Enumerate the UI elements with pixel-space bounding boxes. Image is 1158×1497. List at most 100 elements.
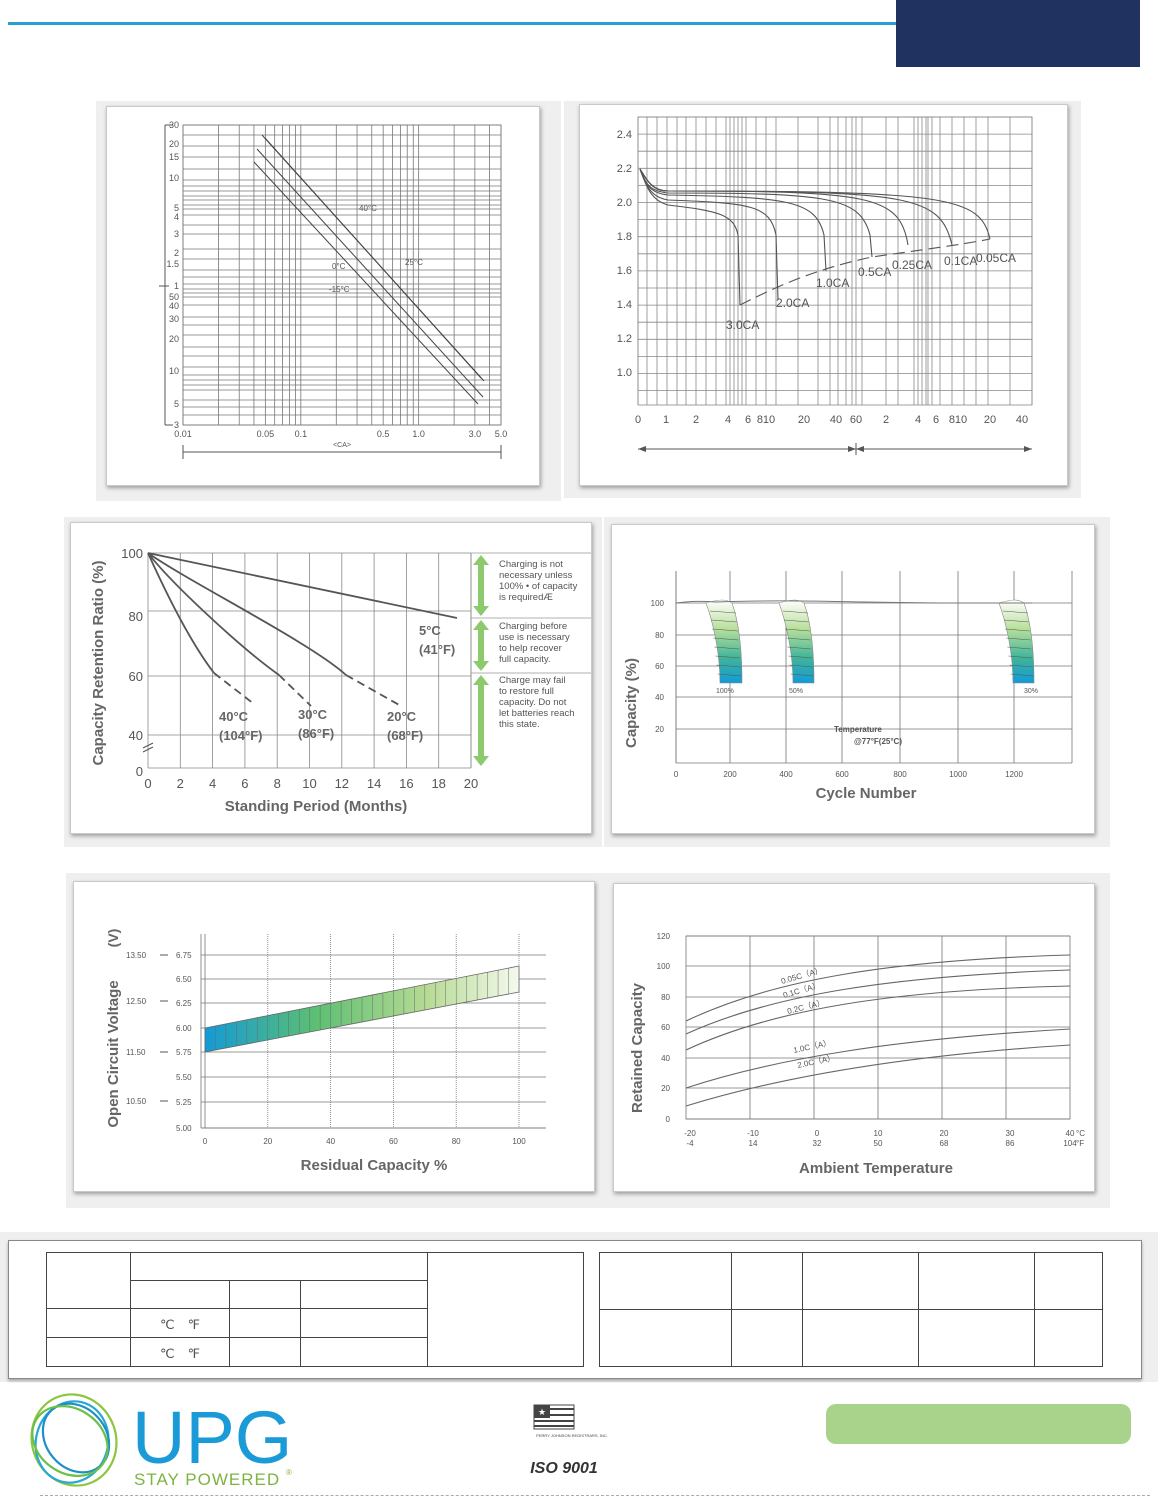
capacity-curve bbox=[685, 969, 1071, 1035]
band-hatch bbox=[715, 655, 741, 659]
x-tick-label: 40 bbox=[326, 1137, 335, 1146]
x-tick-label: 60 bbox=[850, 414, 862, 426]
x-tick-label: 10 bbox=[302, 776, 316, 791]
table-cell bbox=[1034, 1252, 1103, 1310]
series-label: 3.0CA bbox=[726, 318, 759, 332]
annotation-text: capacity. Do not bbox=[499, 697, 567, 708]
discharge-curve bbox=[639, 168, 873, 258]
series-line bbox=[253, 161, 479, 405]
y-tick-label: 15 bbox=[169, 152, 179, 162]
series-line-5c bbox=[147, 552, 458, 619]
x-tick-label: 100 bbox=[512, 1137, 526, 1146]
table-cell bbox=[1034, 1309, 1103, 1367]
y-tick-label: 120 bbox=[657, 932, 671, 941]
x-tick-label: 18 bbox=[431, 776, 445, 791]
table-cell bbox=[599, 1252, 732, 1310]
annotation-text: 100% • of capacity bbox=[499, 581, 578, 592]
y-tick-label-12v: 13.50 bbox=[126, 951, 147, 960]
y-tick-label: 20 bbox=[661, 1084, 670, 1093]
annotation-text: full capacity. bbox=[499, 654, 551, 665]
y-tick-label: 80 bbox=[655, 631, 664, 640]
table-cell bbox=[229, 1308, 301, 1338]
x-tick-label-c: 10 bbox=[874, 1129, 883, 1138]
y-tick-label: 2.4 bbox=[617, 129, 632, 141]
y-tick-label-6v: 5.75 bbox=[176, 1048, 192, 1057]
table-cell bbox=[229, 1280, 301, 1309]
open-circuit-voltage-chart: 6.75 6.50 6.25 6.00 5.75 5.50 5.25 5.00 13.50 12.… bbox=[105, 929, 546, 1174]
series-label: 0°C bbox=[332, 262, 346, 271]
x-tick-label: 4 bbox=[915, 414, 921, 426]
x-tick-label: 1200 bbox=[1005, 770, 1023, 779]
x-tick-label-f: 86 bbox=[1006, 1139, 1015, 1148]
charge-table: ℃ ℉ ℃ ℉ bbox=[46, 1252, 584, 1367]
x-tick-label: 3.0 bbox=[469, 429, 482, 439]
capacity-trend-line bbox=[675, 600, 1032, 604]
discharge-curve bbox=[639, 168, 991, 240]
x-axis-title: Standing Period (Months) bbox=[225, 798, 407, 815]
iso-badge: ★ PERRY JOHNSON REGISTRARS, INC. ISO 900… bbox=[530, 1404, 608, 1477]
x-axis-title: Cycle Number bbox=[816, 785, 917, 802]
x-tick-label: 1 bbox=[663, 414, 669, 426]
annotation-text: to restore full bbox=[499, 686, 554, 697]
footer-green-bar bbox=[826, 1404, 1131, 1444]
series-line-30c-dashed bbox=[278, 674, 312, 707]
y-tick-label: 1.8 bbox=[617, 231, 632, 243]
y-tick-label-6v: 6.25 bbox=[176, 999, 192, 1008]
y-tick-label-6v: 5.50 bbox=[176, 1073, 192, 1082]
series-label: 0.25CA bbox=[892, 258, 932, 272]
band-hatch bbox=[714, 646, 740, 650]
x-tick-label: 0.05 bbox=[257, 429, 275, 439]
x-tick-label: 20 bbox=[984, 414, 996, 426]
table-cell bbox=[599, 1309, 732, 1367]
registrar-text: PERRY JOHNSON REGISTRARS, INC. bbox=[536, 1433, 608, 1438]
temp-unit-cell: ℃ ℉ bbox=[130, 1308, 230, 1338]
x-tick-label-f: -4 bbox=[686, 1139, 694, 1148]
x-tick-label: 4 bbox=[725, 414, 731, 426]
y-tick-label: 60 bbox=[129, 669, 143, 684]
x-tick-label: 20 bbox=[263, 1137, 272, 1146]
x-tick-label: 2 bbox=[883, 414, 889, 426]
x-tick-label: 8 bbox=[274, 776, 281, 791]
x-tick-label: 810 bbox=[757, 414, 775, 426]
y-tick-label: 1.2 bbox=[617, 333, 632, 345]
y-tick-label: 1 bbox=[174, 281, 179, 291]
y-tick-label-6v: 6.00 bbox=[176, 1024, 192, 1033]
y-tick-label-12v: 11.50 bbox=[126, 1048, 146, 1057]
band-hatch bbox=[789, 664, 813, 668]
x-tick-label: 20 bbox=[798, 414, 810, 426]
y-tick-label: 10 bbox=[169, 173, 179, 183]
series-label: 0.05CA bbox=[976, 251, 1016, 265]
x-tick-label: 0 bbox=[635, 414, 641, 426]
y-tick-label-6v: 6.50 bbox=[176, 975, 192, 984]
x-tick-label-c: -10 bbox=[747, 1129, 759, 1138]
y-tick-label: 20 bbox=[169, 334, 179, 344]
x-axis-label: <CA> bbox=[333, 442, 351, 449]
spec-table bbox=[599, 1252, 1103, 1367]
table-cell bbox=[130, 1280, 230, 1309]
band-hatch bbox=[1008, 655, 1033, 659]
registered-mark: ® bbox=[286, 1468, 292, 1477]
annotation-text: use is necessary bbox=[499, 632, 570, 643]
footer-divider bbox=[40, 1495, 1150, 1496]
series-label: 5°C bbox=[419, 623, 441, 638]
series-label: 2.0CA bbox=[776, 296, 809, 310]
band-hatch bbox=[787, 646, 812, 650]
table-cell bbox=[300, 1280, 428, 1309]
y-tick-label: 20 bbox=[655, 725, 664, 734]
y-tick-label: 30 bbox=[169, 120, 179, 130]
upg-logo: UPG STAY POWERED ® bbox=[30, 1393, 292, 1489]
y-tick-label: 100 bbox=[651, 599, 665, 608]
y-tick-label: 80 bbox=[129, 609, 143, 624]
range-arrowhead bbox=[473, 675, 489, 766]
band-hatch bbox=[786, 637, 811, 641]
temp-unit-cell: ℃ ℉ bbox=[130, 1337, 230, 1367]
x-unit-f: °F bbox=[1076, 1139, 1084, 1148]
band-hatch bbox=[711, 619, 737, 623]
x-tick-label: 810 bbox=[949, 414, 967, 426]
y-tick-label: 2.0 bbox=[617, 197, 632, 209]
band-hatch bbox=[709, 610, 737, 614]
x-tick-label: 20 bbox=[464, 776, 478, 791]
y-tick-label: 50 bbox=[169, 292, 179, 302]
brand-tagline: STAY POWERED bbox=[134, 1470, 280, 1489]
series-label: 2.0C（A） bbox=[797, 1053, 836, 1070]
